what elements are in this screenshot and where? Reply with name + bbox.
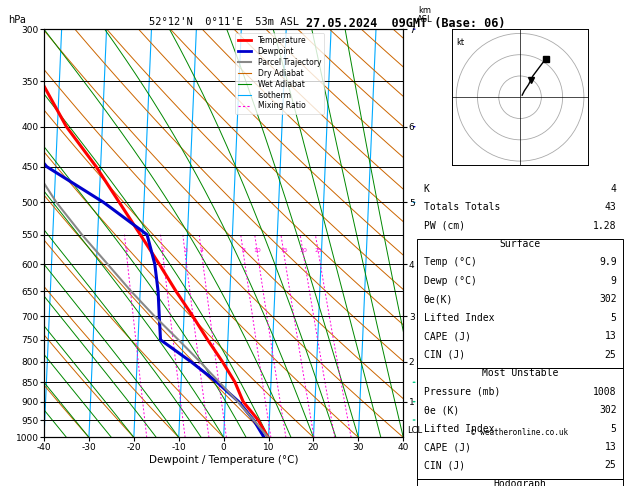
Legend: Temperature, Dewpoint, Parcel Trajectory, Dry Adiabat, Wet Adiabat, Isotherm, Mi: Temperature, Dewpoint, Parcel Trajectory… xyxy=(235,33,324,114)
Text: km
ASL: km ASL xyxy=(417,5,433,24)
Text: Pressure (mb): Pressure (mb) xyxy=(423,387,500,397)
Text: Temp (°C): Temp (°C) xyxy=(423,258,476,267)
Text: 9.9: 9.9 xyxy=(599,258,616,267)
Text: 13: 13 xyxy=(605,331,616,341)
Text: Most Unstable: Most Unstable xyxy=(482,368,559,378)
Bar xyxy=(418,239,623,368)
Text: K: K xyxy=(423,184,430,193)
Text: 25: 25 xyxy=(605,350,616,360)
Text: CAPE (J): CAPE (J) xyxy=(423,442,470,452)
Text: 4: 4 xyxy=(611,184,616,193)
X-axis label: Dewpoint / Temperature (°C): Dewpoint / Temperature (°C) xyxy=(149,455,298,465)
Text: 15: 15 xyxy=(280,248,287,253)
Text: Surface: Surface xyxy=(499,239,540,249)
Title: 52°12'N  0°11'E  53m ASL: 52°12'N 0°11'E 53m ASL xyxy=(148,17,299,27)
Text: 9: 9 xyxy=(611,276,616,286)
Text: CAPE (J): CAPE (J) xyxy=(423,331,470,341)
Text: Lifted Index: Lifted Index xyxy=(423,424,494,434)
Text: 3: 3 xyxy=(183,248,187,253)
Text: 302: 302 xyxy=(599,405,616,415)
Text: 5: 5 xyxy=(611,424,616,434)
Text: hPa: hPa xyxy=(8,15,26,25)
Text: PW (cm): PW (cm) xyxy=(423,221,465,230)
Text: Hodograph: Hodograph xyxy=(494,479,547,486)
Text: 5: 5 xyxy=(611,313,616,323)
Text: 25: 25 xyxy=(314,248,322,253)
Text: Lifted Index: Lifted Index xyxy=(423,313,494,323)
Text: 10: 10 xyxy=(253,248,261,253)
Text: 20: 20 xyxy=(299,248,307,253)
Text: 8: 8 xyxy=(242,248,245,253)
Text: 2: 2 xyxy=(160,248,165,253)
Text: Totals Totals: Totals Totals xyxy=(423,202,500,212)
Text: 1.28: 1.28 xyxy=(593,221,616,230)
Text: θe(K): θe(K) xyxy=(423,295,453,304)
Text: 1: 1 xyxy=(125,248,128,253)
Text: Dewp (°C): Dewp (°C) xyxy=(423,276,476,286)
Text: 27.05.2024  09GMT (Base: 06): 27.05.2024 09GMT (Base: 06) xyxy=(306,17,506,30)
Text: 25: 25 xyxy=(605,460,616,470)
Text: 4: 4 xyxy=(199,248,204,253)
Bar xyxy=(418,479,623,486)
Bar xyxy=(418,368,623,479)
Text: LCL: LCL xyxy=(407,426,422,435)
Text: kt: kt xyxy=(456,38,464,47)
Text: 13: 13 xyxy=(605,442,616,452)
Text: 1008: 1008 xyxy=(593,387,616,397)
Text: 43: 43 xyxy=(605,202,616,212)
Text: θe (K): θe (K) xyxy=(423,405,459,415)
Text: © weatheronline.co.uk: © weatheronline.co.uk xyxy=(472,428,569,437)
Text: 302: 302 xyxy=(599,295,616,304)
Text: CIN (J): CIN (J) xyxy=(423,350,465,360)
Text: CIN (J): CIN (J) xyxy=(423,460,465,470)
